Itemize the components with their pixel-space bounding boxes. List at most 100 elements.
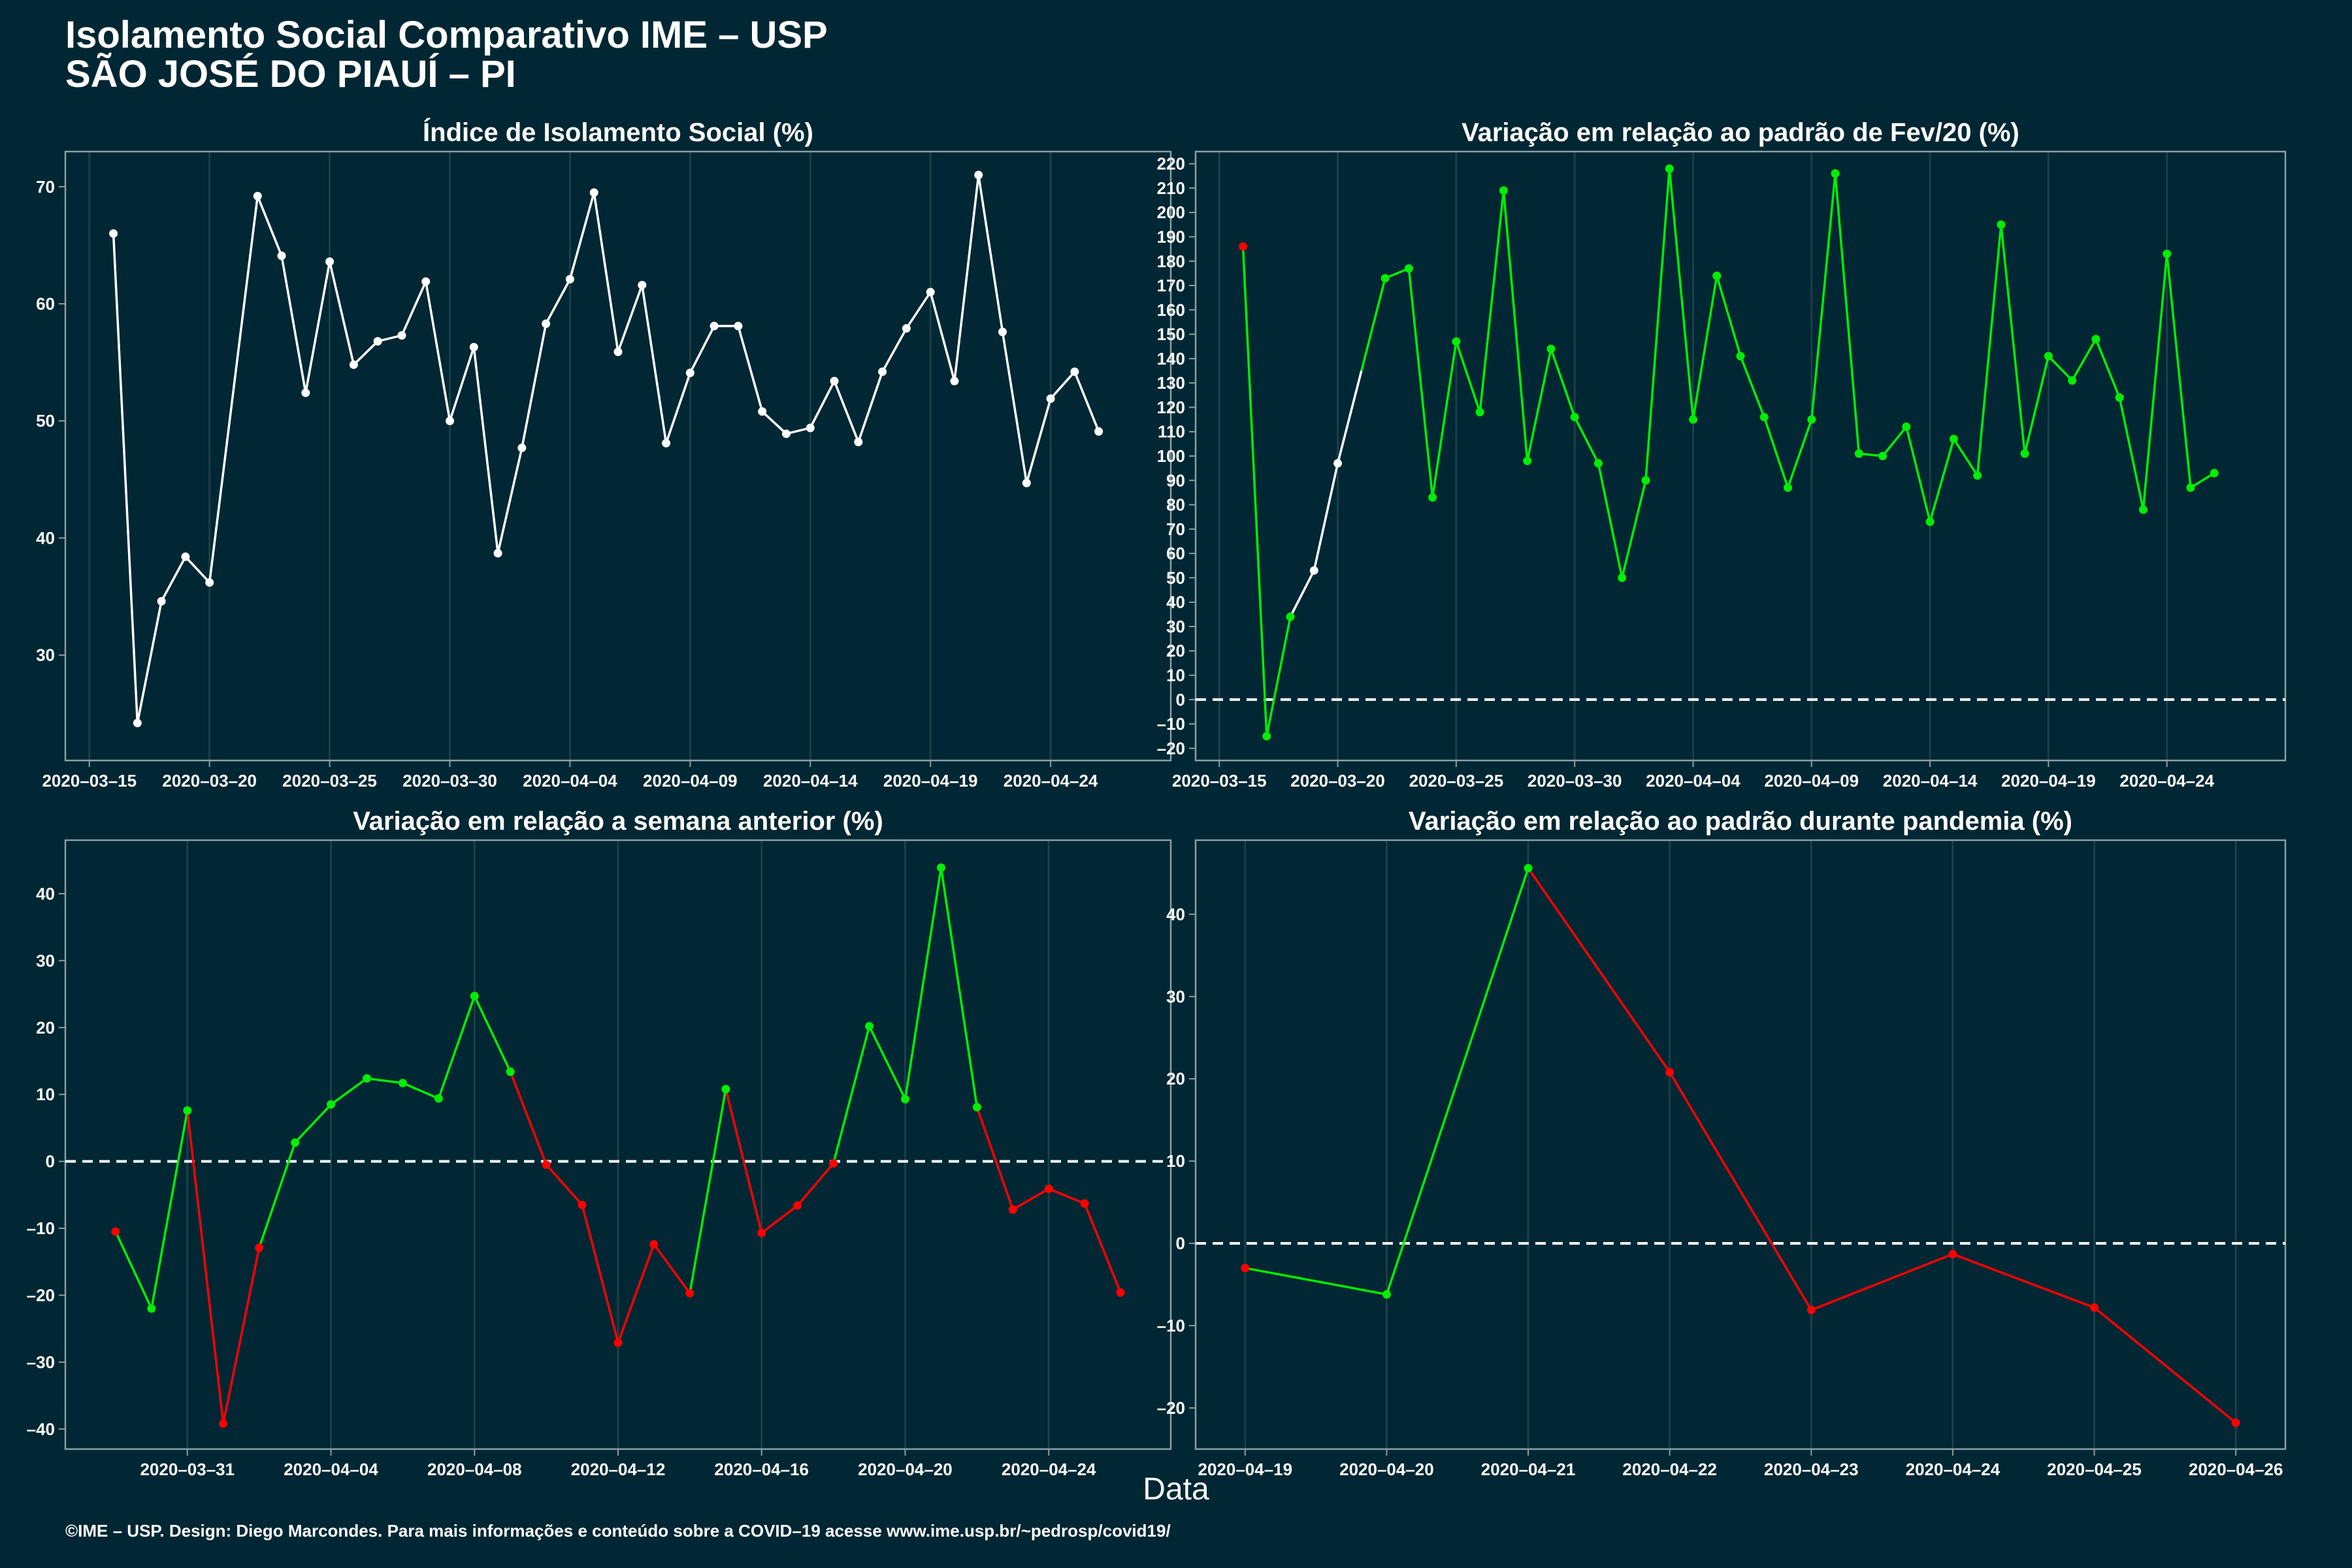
series-segment	[1478, 190, 1505, 413]
series-segment	[760, 1204, 798, 1234]
plot-border	[64, 150, 1172, 762]
y-tick-label: 10	[36, 1085, 55, 1104]
data-point	[1404, 264, 1413, 273]
data-point	[1973, 471, 1982, 480]
y-tick-label: 90	[1166, 470, 1185, 490]
series-segment	[2190, 472, 2215, 489]
page-subtitle: SÃO JOSÉ DO PIAUÍ – PI	[65, 53, 516, 95]
data-point	[1428, 493, 1437, 502]
data-point	[781, 429, 791, 438]
data-point	[1831, 169, 1840, 178]
data-point	[1784, 483, 1793, 492]
data-point	[1022, 478, 1031, 487]
y-tick-label: 0	[46, 1152, 55, 1171]
data-point	[1524, 864, 1533, 873]
y-tick-label: 100	[1157, 446, 1185, 466]
data-point	[470, 992, 479, 1001]
page-title: Isolamento Social Comparativo IME – USP	[65, 14, 828, 56]
y-tick-label: –20	[1157, 738, 1185, 758]
series-segment	[833, 380, 860, 443]
series-segment	[809, 380, 836, 429]
x-tick-label: 2020–04–09	[1764, 771, 1859, 791]
data-point	[685, 368, 694, 378]
data-point	[1759, 412, 1769, 421]
series-segment	[1001, 331, 1028, 483]
x-tick-label: 2020–04–24	[1906, 1460, 2001, 1479]
data-point	[1380, 274, 1390, 283]
chart-title: Variação em relação ao padrão de Fev/20 …	[1462, 118, 2019, 147]
series-segment	[881, 327, 907, 372]
series-segment	[617, 1244, 655, 1343]
y-tick-label: 50	[36, 411, 55, 431]
data-point	[542, 1160, 551, 1169]
data-point	[434, 1094, 443, 1103]
y-tick-label: –20	[27, 1285, 55, 1305]
y-tick-label: 130	[1157, 373, 1185, 393]
y-tick-label: 150	[1157, 325, 1185, 344]
data-point	[2068, 376, 2077, 385]
y-tick-label: 30	[36, 951, 55, 970]
data-point	[1286, 612, 1295, 621]
series-segment	[1763, 416, 1789, 489]
data-point	[1116, 1288, 1125, 1297]
series-segment	[136, 600, 163, 723]
series-segment	[425, 281, 451, 421]
series-segment	[2093, 1307, 2237, 1424]
series-segment	[1597, 463, 1624, 578]
data-point	[589, 188, 598, 197]
data-point	[902, 324, 911, 333]
data-point	[133, 719, 142, 728]
series-segment	[1431, 341, 1458, 498]
series-segment	[280, 255, 307, 393]
data-point	[1618, 573, 1627, 582]
footer-credits: ©IME – USP. Design: Diego Marcondes. Par…	[65, 1521, 1171, 1541]
series-segment	[1882, 426, 1908, 457]
series-segment	[1049, 370, 1076, 400]
x-tick-label: 2020–03–30	[402, 771, 497, 791]
series-segment	[1407, 268, 1434, 498]
series-segment	[1739, 355, 1765, 417]
x-tick-label: 2020–04–20	[1339, 1460, 1434, 1479]
data-point	[109, 229, 118, 238]
series-segment	[1289, 570, 1315, 617]
series-segment	[1691, 275, 1718, 420]
data-point	[649, 1240, 659, 1249]
x-tick-label: 2020–03–15	[42, 771, 137, 791]
series-segment	[1716, 275, 1742, 357]
data-point	[542, 319, 551, 328]
series-segment	[114, 1231, 153, 1309]
data-point	[2090, 1303, 2099, 1312]
series-segment	[977, 174, 1004, 333]
x-tick-label: 2020–04–24	[2119, 771, 2214, 791]
series-segment	[1012, 1188, 1050, 1211]
data-point	[1309, 566, 1318, 575]
y-tick-label: 190	[1157, 227, 1185, 246]
data-point	[301, 388, 310, 397]
series-segment	[472, 347, 499, 553]
y-tick-label: 0	[1176, 1233, 1185, 1253]
data-point	[1523, 456, 1532, 465]
series-segment	[186, 1110, 225, 1424]
series-segment	[2048, 355, 2073, 382]
series-segment	[1313, 463, 1339, 571]
data-point	[2163, 250, 2172, 259]
x-tick-label: 2020–03–25	[282, 771, 377, 791]
data-point	[685, 1288, 694, 1298]
series-segment	[2023, 355, 2050, 454]
series-segment	[497, 448, 523, 554]
series-segment	[1083, 1203, 1122, 1293]
data-point	[830, 376, 839, 385]
series-segment	[929, 291, 956, 382]
series-segment	[256, 195, 283, 257]
series-segment	[1668, 168, 1695, 420]
series-segment	[664, 372, 692, 444]
series-segment	[545, 1164, 583, 1206]
data-point	[1452, 337, 1461, 346]
y-tick-label: 70	[1166, 519, 1185, 539]
data-point	[493, 549, 502, 558]
series-segment	[1526, 348, 1552, 461]
series-segment	[1952, 438, 1979, 476]
data-point	[900, 1094, 909, 1103]
data-point	[1333, 459, 1343, 468]
y-tick-label: 30	[1166, 987, 1185, 1006]
